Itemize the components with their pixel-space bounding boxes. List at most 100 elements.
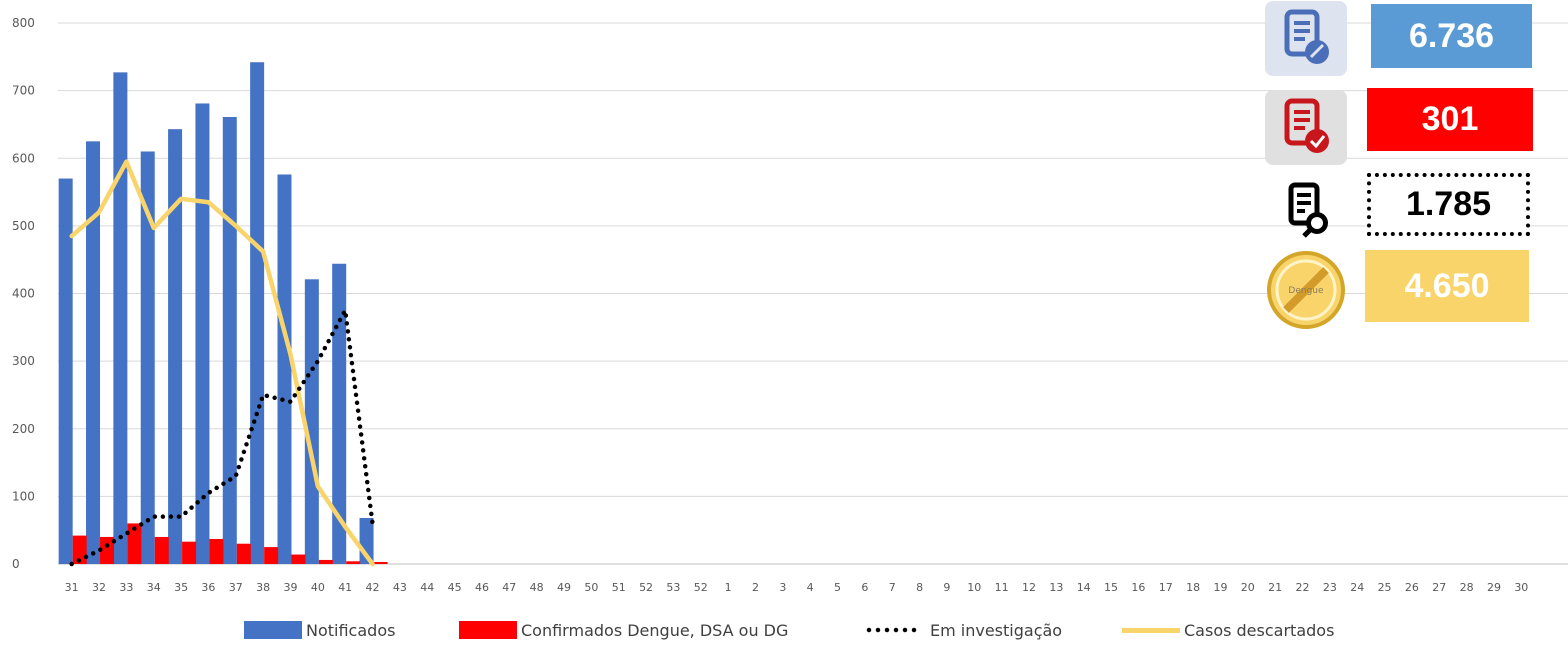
bar-notificados	[168, 129, 183, 564]
x-tick-label: 50	[584, 581, 598, 594]
bar-confirmados	[236, 543, 251, 564]
legend-swatch-casos-descartados	[1122, 627, 1180, 633]
x-tick-label: 53	[666, 581, 680, 594]
bar-notificados	[332, 263, 347, 564]
x-tick-label: 41	[338, 581, 352, 594]
x-tick-label: 22	[1296, 581, 1310, 594]
legend: Notificados Confirmados Dengue, DSA ou D…	[0, 616, 1568, 644]
x-tick-label: 6	[861, 581, 868, 594]
bar-confirmados	[346, 561, 361, 564]
x-axis-ticks: 31 32 33 34 35 36 37 38 39 40 41 42 43 44 45 46 47 48 49 50…	[65, 581, 1529, 594]
x-tick-label: 52	[639, 581, 653, 594]
legend-label: Confirmados Dengue, DSA ou DG	[521, 620, 789, 640]
bar-notificados	[86, 141, 101, 564]
confirmed-total-box: 301	[1367, 88, 1533, 151]
x-tick-label: 14	[1077, 581, 1091, 594]
x-tick-label: 25	[1378, 581, 1392, 594]
legend-item-confirmados: Confirmados Dengue, DSA ou DG	[459, 619, 788, 641]
legend-item-em-investigacao: Em investigação	[866, 619, 1062, 641]
bar-confirmados	[72, 535, 87, 564]
x-tick-label: 39	[283, 581, 297, 594]
x-tick-label: 37	[229, 581, 243, 594]
bar-confirmados	[373, 561, 388, 564]
bar-confirmados	[154, 536, 169, 564]
x-tick-label: 45	[448, 581, 462, 594]
x-tick-label: 43	[393, 581, 407, 594]
bar-notificados	[58, 178, 73, 564]
x-tick-label: 24	[1350, 581, 1364, 594]
x-tick-label: 7	[889, 581, 896, 594]
x-tick-label: 3	[779, 581, 786, 594]
dengue-crossed-icon: Dengue	[1263, 250, 1349, 330]
y-tick-label: 200	[12, 422, 35, 436]
legend-item-casos-descartados: Casos descartados	[1122, 619, 1334, 641]
x-tick-label: 34	[147, 581, 161, 594]
bar-confirmados	[100, 536, 115, 564]
bar-confirmados	[209, 538, 224, 564]
x-tick-label: 36	[201, 581, 215, 594]
x-tick-label: 48	[530, 581, 544, 594]
x-tick-label: 18	[1186, 581, 1200, 594]
y-tick-label: 500	[12, 219, 35, 233]
x-tick-label: 30	[1514, 581, 1528, 594]
lines	[69, 159, 375, 567]
line-em-investigacao	[69, 308, 375, 567]
x-tick-label: 9	[943, 581, 950, 594]
y-tick-label: 100	[12, 489, 35, 503]
x-tick-label: 35	[174, 581, 188, 594]
legend-item-notificados: Notificados	[244, 619, 395, 641]
bars	[58, 62, 388, 565]
notified-total-box: 6.736	[1371, 4, 1532, 68]
legend-swatch-notificados	[244, 621, 302, 639]
x-tick-label: 40	[311, 581, 325, 594]
x-tick-label: 29	[1487, 581, 1501, 594]
legend-label: Casos descartados	[1184, 620, 1335, 640]
legend-label: Em investigação	[930, 620, 1063, 640]
x-tick-label: 47	[502, 581, 516, 594]
confirmed-document-icon	[1265, 90, 1347, 165]
legend-label: Notificados	[306, 620, 396, 640]
x-tick-label: 16	[1131, 581, 1145, 594]
investigation-total-value: 1.785	[1405, 185, 1492, 223]
y-tick-label: 0	[12, 557, 20, 571]
x-tick-label: 8	[916, 581, 923, 594]
legend-swatch-confirmados	[459, 621, 517, 639]
y-tick-label: 800	[12, 16, 35, 30]
bar-notificados	[140, 151, 155, 565]
x-tick-label: 2	[752, 581, 759, 594]
investigation-total-box: 1.785	[1367, 173, 1530, 236]
x-tick-label: 46	[475, 581, 489, 594]
x-tick-label: 51	[612, 581, 626, 594]
bar-confirmados	[264, 547, 279, 564]
bar-confirmados	[182, 541, 197, 564]
notified-document-icon	[1265, 1, 1347, 76]
x-tick-label: 38	[256, 581, 270, 594]
investigation-document-icon	[1265, 172, 1347, 247]
x-tick-label: 27	[1432, 581, 1446, 594]
x-tick-label: 49	[557, 581, 571, 594]
x-tick-label: 31	[65, 581, 79, 594]
bar-notificados	[250, 62, 265, 564]
legend-swatch-em-investigacao	[866, 627, 924, 633]
bar-confirmados	[127, 523, 142, 564]
bar-confirmados	[291, 554, 306, 564]
x-tick-label: 33	[119, 581, 133, 594]
dengue-icon-text: Dengue	[1288, 286, 1324, 296]
x-tick-label: 52	[694, 581, 708, 594]
bar-notificados	[222, 116, 237, 564]
x-tick-label: 19	[1213, 581, 1227, 594]
y-tick-label: 700	[12, 84, 35, 98]
x-tick-label: 32	[92, 581, 106, 594]
notified-total-value: 6.736	[1408, 16, 1495, 55]
x-tick-label: 26	[1405, 581, 1419, 594]
bar-notificados	[113, 72, 128, 565]
y-axis-ticks: 0 100 200 300 400 500 600 700 800	[12, 16, 35, 571]
confirmed-total-value: 301	[1421, 100, 1479, 138]
x-tick-label: 28	[1460, 581, 1474, 594]
x-tick-label: 20	[1241, 581, 1255, 594]
x-tick-label: 17	[1159, 581, 1173, 594]
x-tick-label: 5	[834, 581, 841, 594]
y-tick-label: 400	[12, 287, 35, 301]
x-tick-label: 23	[1323, 581, 1337, 594]
